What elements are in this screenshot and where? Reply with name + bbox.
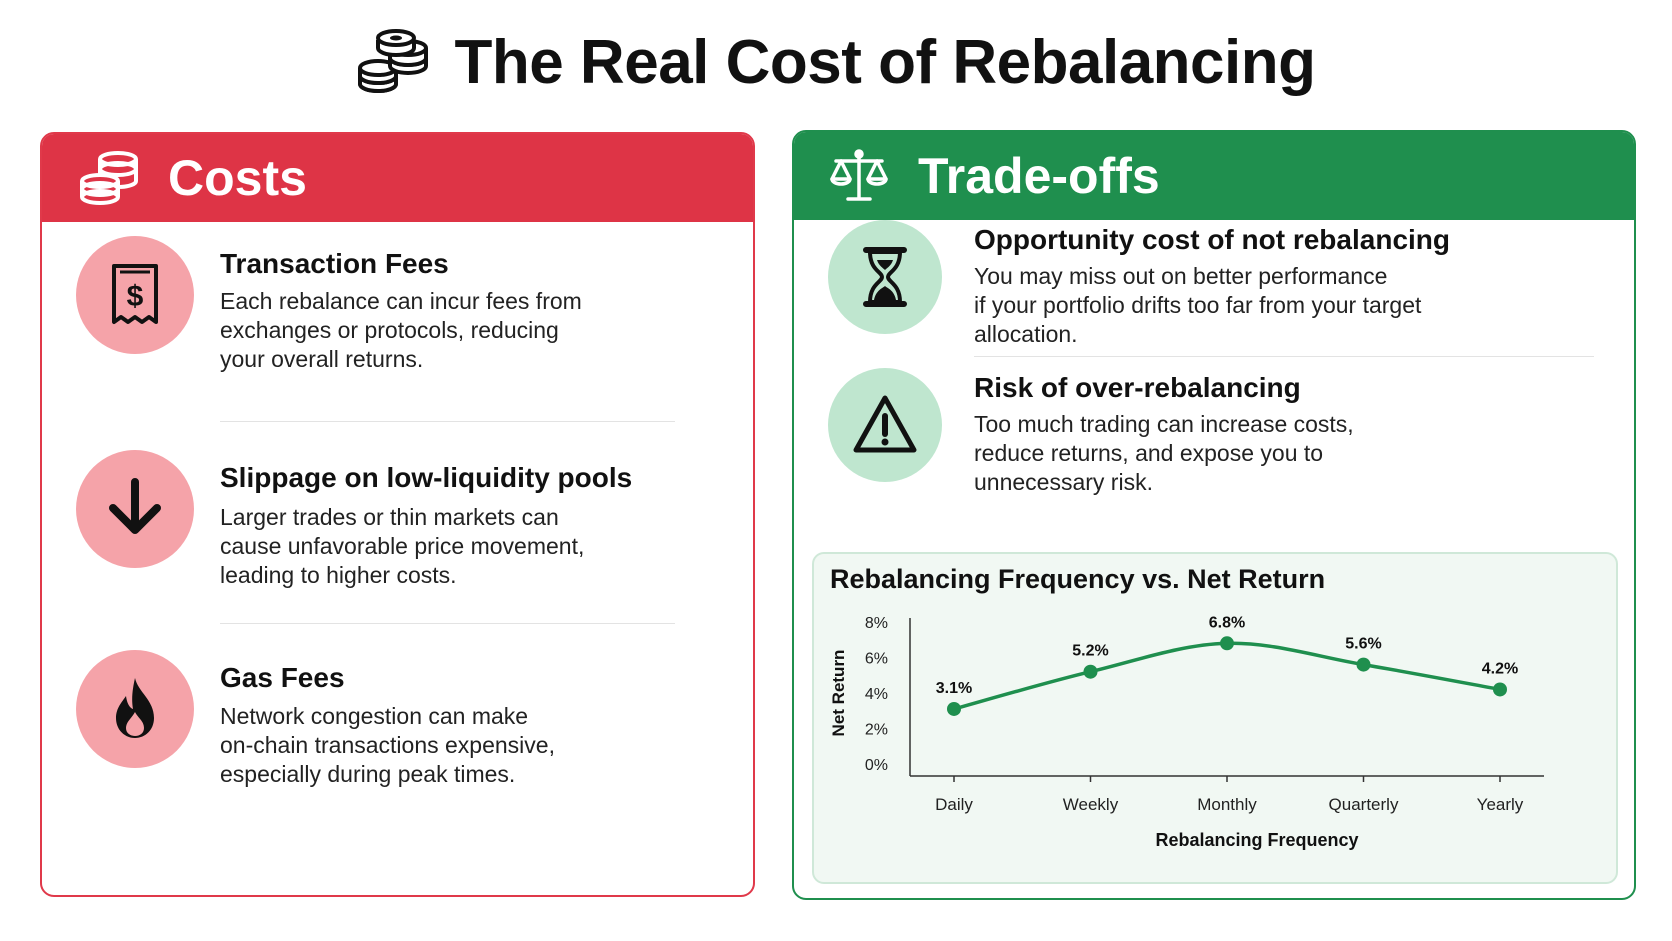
receipt-dollar-icon: $ xyxy=(112,264,158,324)
gas-fees-icon-circle xyxy=(76,650,194,768)
series-line xyxy=(952,641,1502,711)
y-tick-label: 0% xyxy=(865,757,888,774)
hourglass-icon xyxy=(863,247,907,307)
item-description: Each rebalance can incur fees from excha… xyxy=(220,288,582,372)
flame-icon xyxy=(116,678,154,738)
page-title: The Real Cost of Rebalancing xyxy=(454,27,1316,97)
opportunity-cost-icon-circle xyxy=(828,220,942,334)
transaction-fees-icon-circle: $ xyxy=(76,236,194,354)
data-point xyxy=(1220,636,1234,651)
chart-card: Rebalancing Frequency vs. Net Return 0% 2… xyxy=(812,552,1618,884)
item-title: Risk of over-rebalancing xyxy=(974,372,1301,403)
coins-icon xyxy=(80,151,138,205)
trade-offs-panel: Trade-offs Opportunity cost of not rebal… xyxy=(792,130,1636,900)
y-tick-label: 8% xyxy=(865,615,888,632)
data-point xyxy=(1083,664,1098,679)
x-tick-label: Quarterly xyxy=(1329,795,1399,814)
item-description: Too much trading can increase costs, red… xyxy=(974,411,1354,495)
net-return-line-chart: 0% 2% 4% 6% 8% Net Return Daily Weekly Monthly Qu… xyxy=(829,614,1544,850)
y-tick-label: 4% xyxy=(865,686,888,703)
divider xyxy=(220,421,675,422)
x-tick-label: Daily xyxy=(935,795,973,814)
data-label: 6.8% xyxy=(1209,614,1245,631)
data-label: 4.2% xyxy=(1482,660,1518,677)
trade-offs-title: Trade-offs xyxy=(918,148,1160,204)
x-tick-label: Yearly xyxy=(1477,795,1524,814)
coins-icon xyxy=(358,29,429,93)
x-tick-label: Weekly xyxy=(1063,795,1119,814)
divider xyxy=(220,623,675,624)
divider xyxy=(974,356,1594,357)
item-title: Transaction Fees xyxy=(220,248,449,279)
y-axis-label: Net Return xyxy=(829,650,848,737)
x-axis-label: Rebalancing Frequency xyxy=(1155,830,1358,850)
item-description: Larger trades or thin markets can cause … xyxy=(220,504,585,588)
svg-text:$: $ xyxy=(127,280,144,313)
y-tick-label: 6% xyxy=(865,651,888,668)
arrow-down-icon xyxy=(109,478,161,534)
item-title: Gas Fees xyxy=(220,662,345,693)
over-rebalancing-icon-circle xyxy=(828,368,942,482)
data-label: 3.1% xyxy=(936,680,972,697)
data-label: 5.2% xyxy=(1072,643,1108,660)
balance-scale-icon xyxy=(830,149,888,201)
costs-panel-header: Costs xyxy=(42,134,753,222)
title-row: The Real Cost of Rebalancing xyxy=(0,22,1672,102)
y-tick-label: 2% xyxy=(865,722,888,739)
data-label: 5.6% xyxy=(1345,636,1381,653)
data-point xyxy=(1493,682,1507,697)
item-description: You may miss out on better performance i… xyxy=(974,263,1422,347)
slippage-icon-circle xyxy=(76,450,194,568)
chart-title: Rebalancing Frequency vs. Net Return xyxy=(830,564,1326,594)
item-title: Slippage on low-liquidity pools xyxy=(220,462,633,493)
x-tick-label: Monthly xyxy=(1197,795,1257,814)
costs-panel: Costs $ Transaction Fees Each rebalance … xyxy=(40,132,755,897)
warning-icon xyxy=(853,395,917,453)
data-point xyxy=(1356,657,1371,672)
trade-offs-panel-header: Trade-offs xyxy=(794,132,1634,220)
item-description: Network congestion can make on-chain tra… xyxy=(220,703,555,787)
item-title: Opportunity cost of not rebalancing xyxy=(974,224,1450,255)
data-point xyxy=(947,701,961,716)
costs-title: Costs xyxy=(168,150,307,206)
